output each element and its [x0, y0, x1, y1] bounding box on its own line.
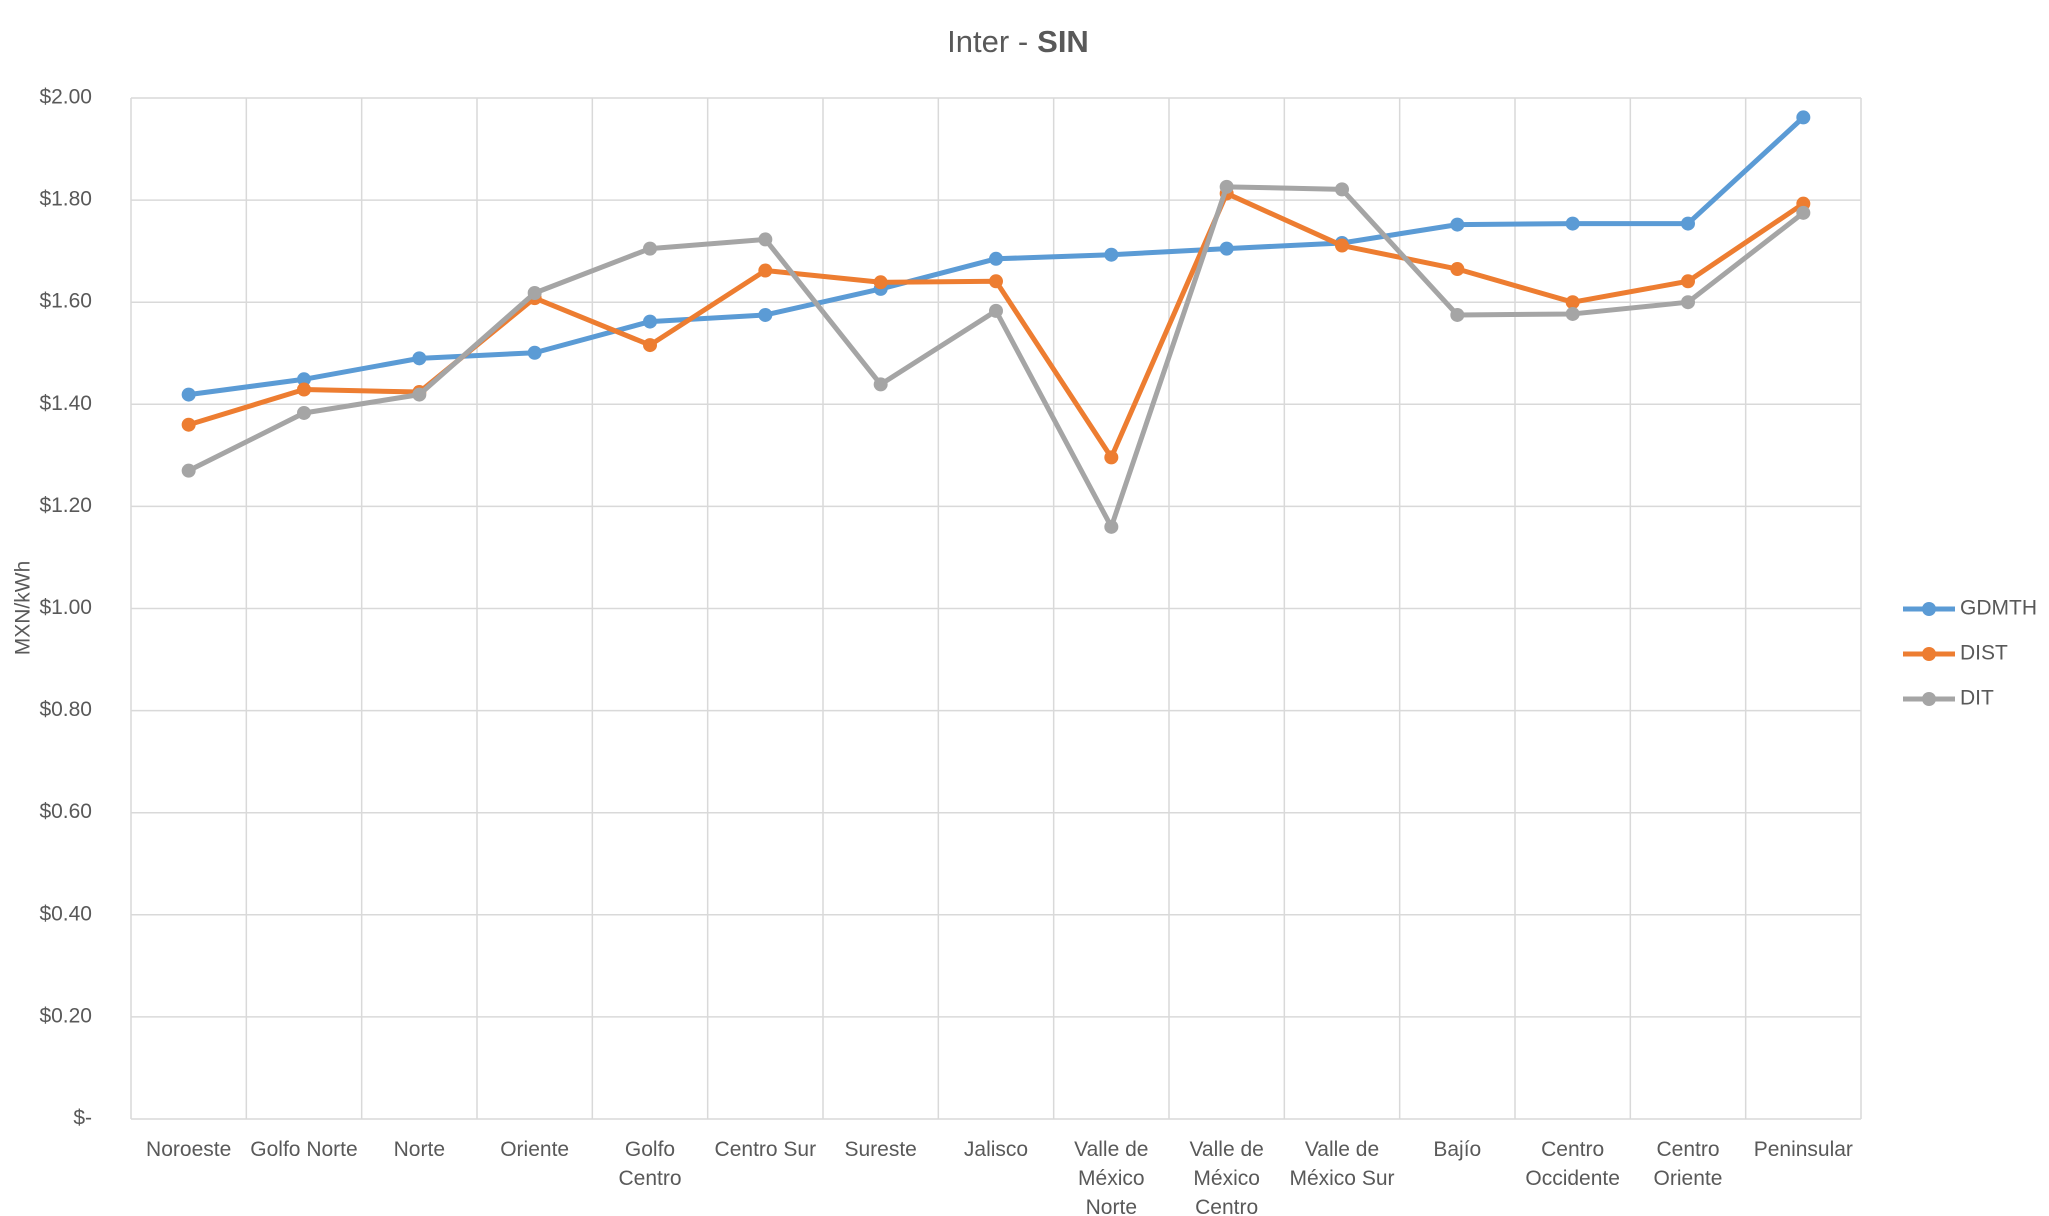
x-tick-label: Valle de México Norte: [1074, 1138, 1149, 1216]
point: [1565, 295, 1580, 310]
point: [1565, 216, 1580, 231]
point: [1219, 179, 1234, 194]
x-tick-label: Oriente: [500, 1138, 570, 1161]
point: [1104, 450, 1119, 465]
point: [297, 372, 311, 387]
point: [1335, 238, 1349, 253]
point: [412, 351, 427, 366]
x-tick-label: Noroeste: [146, 1138, 232, 1161]
point: [1796, 110, 1811, 125]
point: [527, 286, 542, 301]
y-tick-label: $1.20: [39, 494, 92, 517]
point: [1104, 247, 1119, 262]
point: [873, 275, 888, 290]
x-tick-label: Jalisco: [963, 1138, 1029, 1161]
legend-label: DIT: [1960, 687, 1994, 710]
legend-label: GDMTH: [1960, 597, 2037, 620]
x-tick-label: Norte: [393, 1138, 445, 1161]
y-axis-label: MXN/kWh: [12, 561, 35, 656]
legend-marker: [1922, 602, 1936, 616]
point: [1450, 307, 1465, 322]
y-tick-label: $0.60: [39, 800, 92, 823]
x-tick-label: Bajío: [1433, 1138, 1482, 1161]
point: [1219, 241, 1234, 256]
point: [873, 377, 888, 392]
legend-label: DIST: [1960, 642, 2008, 665]
point: [643, 241, 657, 256]
x-tick-label: Sureste: [844, 1138, 917, 1161]
legend-marker: [1922, 647, 1936, 661]
point: [412, 387, 427, 402]
y-tick-label: $1.40: [39, 392, 92, 415]
y-tick-label: $2.00: [39, 86, 92, 109]
x-tick-label: Valle de México Sur: [1289, 1138, 1395, 1190]
point: [297, 405, 311, 420]
x-tick-label: Centro Sur: [714, 1138, 817, 1161]
title-main: Inter -: [947, 24, 1028, 59]
y-tick-label: $-: [73, 1107, 92, 1130]
x-tick-label: Centro Occidente: [1525, 1138, 1620, 1190]
series-line: [187, 190, 1805, 460]
point: [1681, 274, 1695, 289]
y-tick-label: $0.20: [39, 1004, 92, 1027]
y-tick-label: $0.40: [39, 902, 92, 925]
point: [1565, 306, 1580, 321]
x-tick-label: Centro Oriente: [1653, 1138, 1723, 1190]
point: [1681, 295, 1695, 310]
point: [758, 307, 773, 322]
point: [989, 303, 1003, 318]
y-tick-label: $1.60: [39, 290, 92, 313]
point: [181, 463, 196, 478]
point: [1681, 216, 1695, 231]
point: [643, 314, 657, 329]
point: [181, 387, 196, 402]
title-emphasis: SIN: [1037, 24, 1089, 59]
point: [527, 345, 542, 360]
x-tick-label: Golfo Norte: [250, 1138, 358, 1161]
point: [643, 338, 657, 353]
chart-title: Inter - SIN: [947, 24, 1089, 59]
point: [297, 382, 311, 397]
x-tick-label: Valle de México Centro: [1189, 1138, 1264, 1216]
y-tick-label: $0.80: [39, 698, 92, 721]
y-tick-label: $1.80: [39, 188, 92, 211]
y-tick-label: $1.00: [39, 596, 92, 619]
point: [1450, 217, 1465, 232]
x-tick-label: Peninsular: [1753, 1138, 1853, 1161]
x-tick-label: Golfo Centro: [618, 1138, 682, 1190]
legend-marker: [1922, 692, 1936, 706]
point: [989, 274, 1003, 289]
point: [758, 263, 773, 278]
point: [1335, 182, 1349, 197]
point: [1796, 205, 1811, 220]
point: [758, 232, 773, 247]
point: [1104, 519, 1119, 534]
point: [1450, 262, 1465, 277]
point: [989, 251, 1003, 266]
point: [181, 417, 196, 432]
